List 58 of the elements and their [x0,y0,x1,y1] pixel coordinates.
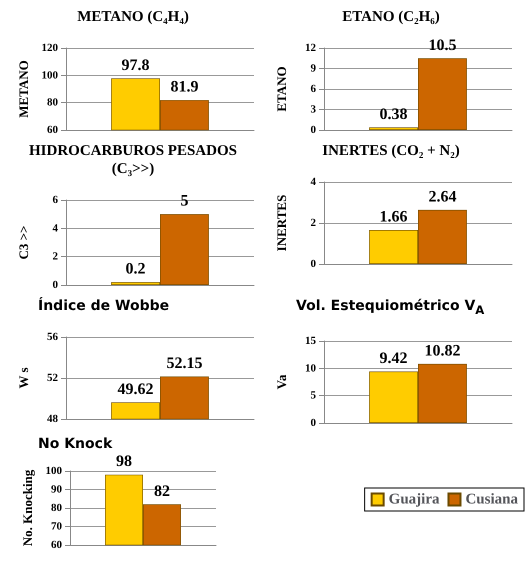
data-label: 10.82 [424,342,460,360]
data-label: 0.38 [380,106,408,123]
y-tick-label: 0 [310,416,316,429]
y-tick-label: 0 [52,279,58,291]
y-axis-title: Va [274,374,289,390]
data-label: 1.66 [380,208,408,226]
data-label: 10.5 [428,36,456,54]
y-tick-label: 4 [52,222,58,234]
y-tick-label: 9 [310,62,316,74]
y-tick-label: 80 [47,96,58,109]
y-tick-label: 120 [42,42,58,54]
y-axis-title: INERTES [274,194,289,252]
y-axis-title: No. Knocking [20,469,35,546]
y-tick-label: 2 [310,217,316,229]
data-label: 98 [116,452,132,470]
y-axis-title: ETANO [274,66,289,112]
y-tick-label: 4 [310,176,316,188]
data-label: 2.64 [428,188,456,206]
y-axis-title: C3 >> [16,226,31,260]
y-tick-label: 70 [51,520,62,532]
chart-title: Vol. Estequiométrico V$_{A}$ [295,297,486,319]
data-label: 5 [180,192,188,210]
data-label: 81.9 [170,78,198,96]
data-label: 82 [154,482,170,500]
y-tick-label: 80 [51,502,62,514]
y-tick-label: 56 [47,331,58,343]
y-tick-label: 0 [310,124,316,136]
data-label: 97.8 [122,56,150,74]
y-tick-label: 5 [310,389,316,402]
y-tick-label: 12 [305,42,316,54]
y-axis-title: W s [16,367,31,389]
data-label: 49.62 [118,380,154,398]
data-label: 0.2 [126,260,146,278]
legend-label: Guajira [388,491,440,508]
y-tick-label: 48 [47,413,58,425]
y-tick-label: 90 [51,483,62,496]
y-tick-label: 10 [305,362,316,374]
chart-title: HIDROCARBUROS PESADOS (C₃>>) [28,142,238,178]
y-tick-label: 2 [52,250,58,263]
y-tick-label: 0 [310,258,316,270]
chart-title: Índice de Wobbe [37,297,170,315]
data-label: 9.42 [380,350,408,367]
y-tick-label: 100 [46,464,62,477]
legend-label: Cusiana [465,491,518,508]
y-tick-label: 52 [47,372,58,384]
y-tick-label: 60 [47,124,58,136]
y-tick-label: 100 [42,69,58,82]
y-tick-label: 15 [305,334,316,347]
chart-title: METANO (C₄H₄) [76,8,190,26]
y-tick-label: 60 [51,538,62,551]
y-tick-label: 3 [310,104,316,116]
chart-title: No Knock [37,434,114,453]
data-label: 52.15 [166,354,202,372]
y-axis-title: METANO [16,60,31,118]
chart-title: ETANO (C₂H₆) [341,8,441,26]
chart-title: INERTES (CO₂ + N₂) [321,142,461,160]
y-tick-label: 6 [310,83,316,95]
y-tick-label: 6 [52,194,58,206]
